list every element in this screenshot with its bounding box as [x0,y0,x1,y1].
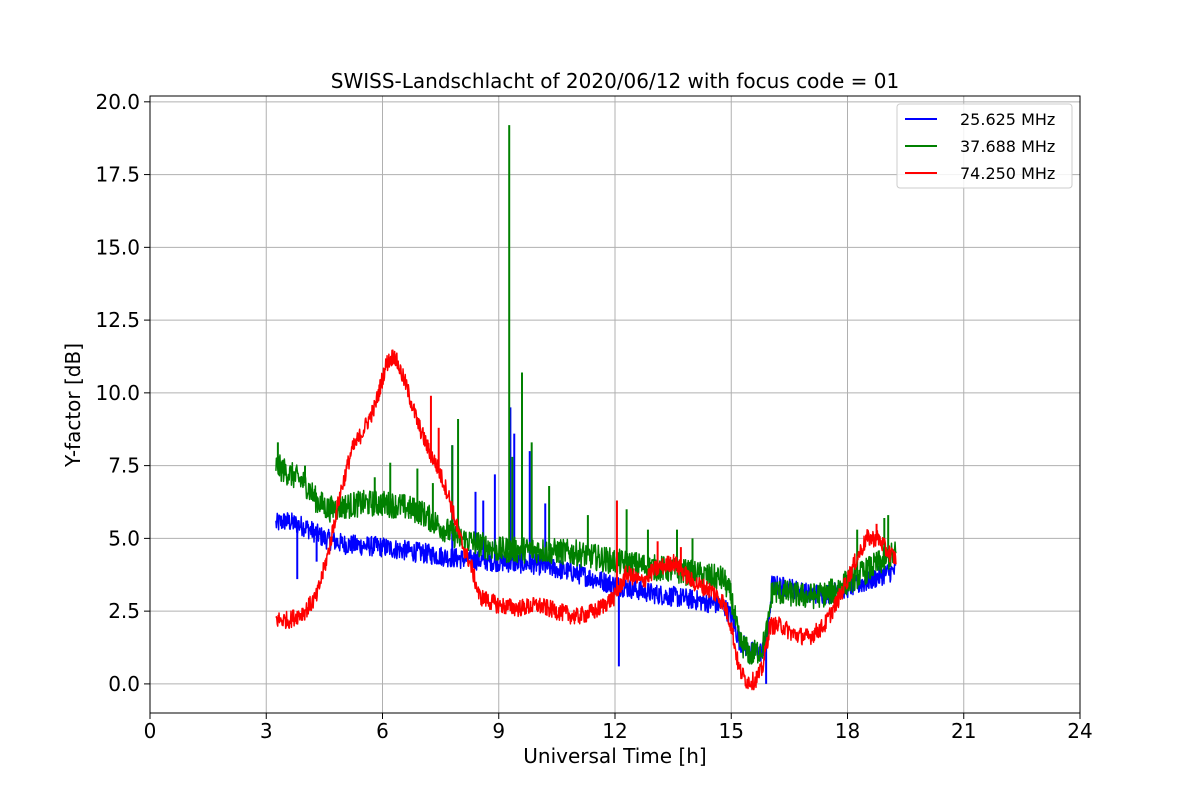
y-tick-label: 7.5 [108,454,140,478]
x-tick-label: 0 [144,719,157,743]
legend-label: 37.688 MHz [960,137,1055,156]
y-tick-label: 12.5 [95,308,140,332]
series-line [275,512,897,662]
legend-label: 25.625 MHz [960,110,1055,129]
legend-label: 74.250 MHz [960,164,1055,183]
x-tick-label: 24 [1067,719,1092,743]
y-tick-label: 15.0 [95,235,140,259]
y-tick-label: 0.0 [108,672,140,696]
x-axis-label: Universal Time [h] [523,744,706,768]
series-lines [275,125,897,691]
y-tick-label: 17.5 [95,163,140,187]
series-line [275,349,897,691]
y-tick-label: 10.0 [95,381,140,405]
y-axis-label: Y-factor [dB] [61,343,85,468]
x-tick-label: 9 [492,719,505,743]
x-tick-label: 18 [835,719,860,743]
y-tick-label: 2.5 [108,599,140,623]
axis-ticks: 0 3 6 9 12 15 18 21 24 0.0 2.5 5.0 7.5 10.0 12.5 15.0 17… [95,90,1092,743]
x-tick-label: 15 [719,719,744,743]
x-tick-label: 12 [602,719,627,743]
x-tick-label: 6 [376,719,389,743]
x-tick-label: 3 [260,719,273,743]
legend: 25.625 MHz 37.688 MHz 74.250 MHz [896,103,1073,189]
series-line [275,454,897,665]
chart-title: SWISS-Landschlacht of 2020/06/12 with fo… [331,69,899,93]
series-2 [275,349,897,691]
legend-box [896,103,1073,189]
y-tick-label: 20.0 [95,90,140,114]
x-tick-label: 21 [951,719,976,743]
series-1 [275,125,897,665]
y-tick-label: 5.0 [108,526,140,550]
